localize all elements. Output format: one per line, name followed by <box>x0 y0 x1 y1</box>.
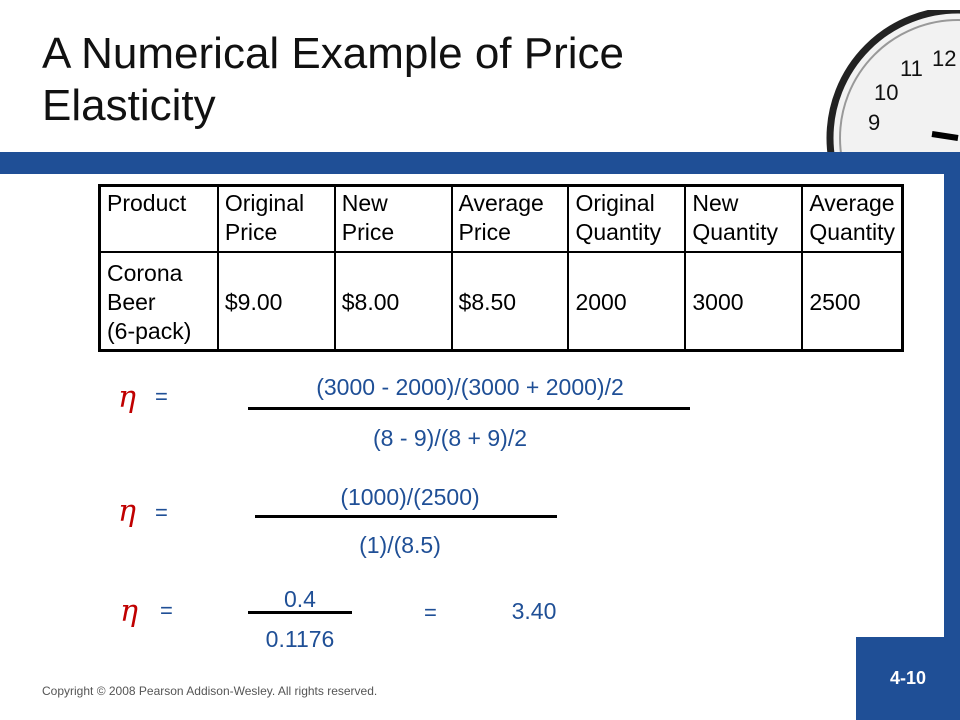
numerator-1: (3000 - 2000)/(3000 + 2000)/2 <box>316 374 624 400</box>
clock-numeral-11: 11 <box>900 56 923 81</box>
cell-original-quantity: 2000 <box>567 251 687 352</box>
page-number-box: 4-10 <box>856 637 960 720</box>
price-quantity-table: Product Original Price New Price Average Pr… <box>98 184 904 352</box>
result-equals-sign: = <box>424 600 437 625</box>
header-new-quantity: New Quantity <box>684 184 804 253</box>
clock-bezel <box>839 19 960 160</box>
clock-face <box>826 10 960 160</box>
right-border-bar <box>944 152 960 720</box>
clock-numeral-10: 10 <box>874 80 898 105</box>
equals-sign-1: = <box>155 384 168 409</box>
cell-average-price: $8.50 <box>450 251 570 352</box>
table-header-row: Product Original Price New Price Average Pr… <box>98 184 904 253</box>
denominator-3: 0.1176 <box>265 626 335 652</box>
cell-new-quantity: 3000 <box>684 251 804 352</box>
cell-product: Corona Beer (6-pack) <box>98 251 219 352</box>
header-band <box>0 152 960 174</box>
title-line-2: Elasticity <box>42 81 216 130</box>
equals-sign-3: = <box>160 598 173 623</box>
numerator-3: 0.4 <box>284 586 316 612</box>
page-number: 4-10 <box>889 668 927 688</box>
result-value: 3.40 <box>511 598 557 624</box>
header-average-quantity: Average Quantity <box>801 184 904 253</box>
table-row: Corona Beer (6-pack) $9.00 $8.00 $8.50 200… <box>98 251 904 352</box>
header-original-price: Original Price <box>216 184 336 253</box>
clock-numeral-12: 12 <box>932 46 956 71</box>
header-product: Product <box>98 184 219 253</box>
header-original-quantity: Original Quantity <box>567 184 687 253</box>
slide-title: A Numerical Example of Price Elasticity <box>42 28 802 132</box>
cell-new-price: $8.00 <box>333 251 453 352</box>
fraction-bar-2 <box>255 515 557 518</box>
denominator-2: (1)/(8.5) <box>359 532 441 558</box>
clock-numeral-9: 9 <box>868 110 880 135</box>
header-average-price: Average Price <box>450 184 570 253</box>
copyright-notice: Copyright © 2008 Pearson Addison-Wesley.… <box>42 684 378 698</box>
equals-sign-2: = <box>155 500 168 525</box>
numerator-2: (1000)/(2500) <box>340 484 480 510</box>
eta-symbol-2: η <box>118 494 136 529</box>
fraction-bar-3 <box>248 611 352 614</box>
denominator-1: (8 - 9)/(8 + 9)/2 <box>372 425 528 451</box>
eta-symbol-1: η <box>118 380 136 415</box>
header-new-price: New Price <box>333 184 453 253</box>
cell-average-quantity: 2500 <box>801 251 904 352</box>
eta-symbol-3: η <box>120 594 138 629</box>
clock-image: 9 10 11 12 <box>826 10 960 160</box>
fraction-bar-1 <box>248 407 690 410</box>
clock-hand <box>931 131 959 141</box>
cell-original-price: $9.00 <box>216 251 336 352</box>
title-line-1: A Numerical Example of Price <box>42 29 624 78</box>
